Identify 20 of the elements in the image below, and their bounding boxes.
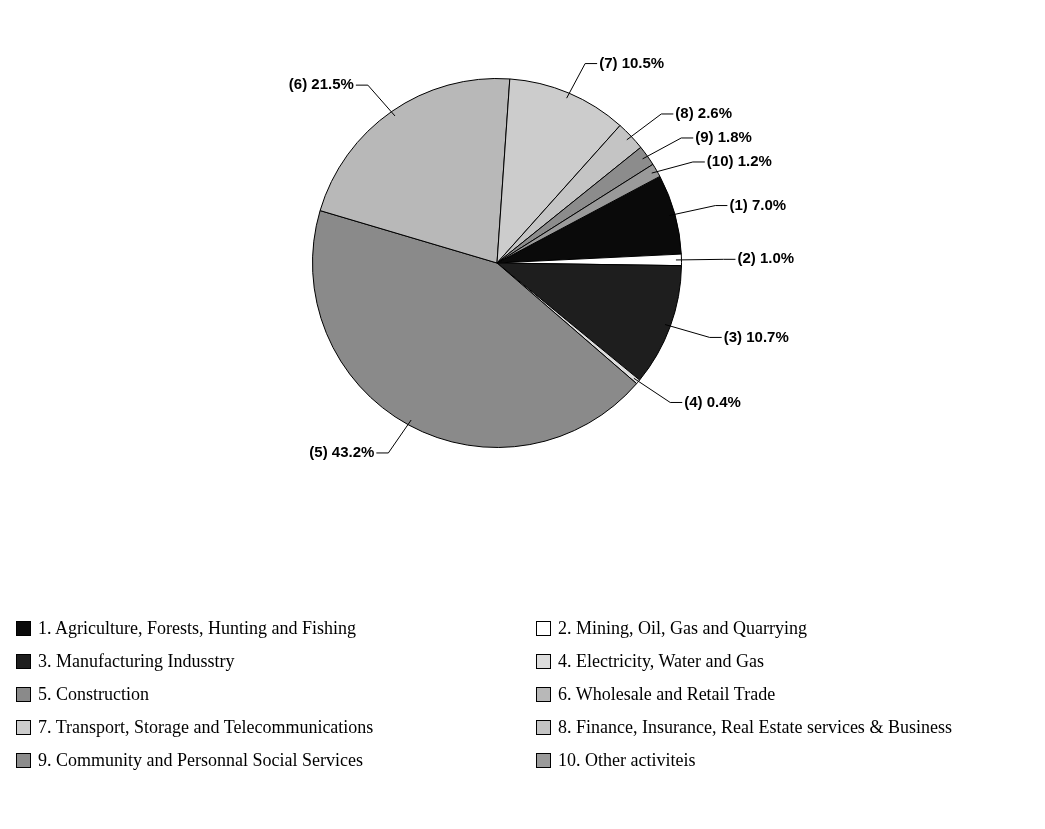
data-label: (6) 21.5% bbox=[288, 75, 354, 93]
data-label: (9) 1.8% bbox=[695, 128, 752, 146]
data-label: (3) 10.7% bbox=[723, 327, 789, 345]
legend-label: 2. Mining, Oil, Gas and Quarrying bbox=[558, 618, 807, 639]
data-label: (7) 10.5% bbox=[599, 53, 665, 71]
legend-label: 6. Wholesale and Retail Trade bbox=[558, 684, 776, 705]
legend-label: 5. Construction bbox=[38, 684, 149, 705]
legend-label: 1. Agriculture, Forests, Hunting and Fishing bbox=[38, 618, 356, 639]
legend-label: 9. Community and Personnal Social Services bbox=[38, 750, 363, 771]
legend-label: 10. Other activiteis bbox=[558, 750, 696, 771]
legend-label: 8. Finance, Insurance, Real Estate services & Business bbox=[558, 717, 952, 738]
legend-label: 3. Manufacturing Indusstry bbox=[38, 651, 235, 672]
legend-label: 7. Transport, Storage and Telecommunications bbox=[38, 717, 374, 738]
data-label: (1) 7.0% bbox=[729, 195, 787, 213]
data-label: (4) 0.4% bbox=[684, 392, 741, 410]
legend-label: 4. Electricity, Water and Gas bbox=[558, 651, 764, 672]
data-label: (8) 2.6% bbox=[675, 104, 733, 122]
data-label: (2) 1.0% bbox=[737, 249, 795, 267]
data-label: (5) 43.2% bbox=[309, 443, 375, 461]
data-label: (10) 1.2% bbox=[706, 152, 772, 170]
